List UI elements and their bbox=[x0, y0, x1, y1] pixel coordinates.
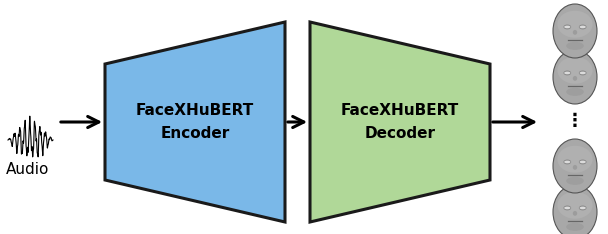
Ellipse shape bbox=[573, 165, 577, 170]
Ellipse shape bbox=[564, 207, 570, 209]
Ellipse shape bbox=[573, 211, 577, 216]
Text: Audio: Audio bbox=[6, 162, 49, 177]
Ellipse shape bbox=[579, 161, 586, 163]
Ellipse shape bbox=[564, 161, 570, 163]
Ellipse shape bbox=[564, 160, 571, 164]
Ellipse shape bbox=[579, 70, 587, 75]
Ellipse shape bbox=[564, 72, 570, 74]
Ellipse shape bbox=[553, 139, 597, 193]
Ellipse shape bbox=[579, 207, 586, 209]
Ellipse shape bbox=[566, 177, 584, 185]
Polygon shape bbox=[310, 22, 490, 222]
Ellipse shape bbox=[558, 11, 593, 38]
Ellipse shape bbox=[553, 50, 597, 104]
Text: ⋮: ⋮ bbox=[566, 112, 584, 130]
Ellipse shape bbox=[558, 192, 593, 219]
Ellipse shape bbox=[573, 30, 577, 35]
Ellipse shape bbox=[579, 26, 586, 28]
Ellipse shape bbox=[558, 146, 593, 173]
Ellipse shape bbox=[553, 185, 597, 234]
Ellipse shape bbox=[579, 72, 586, 74]
Ellipse shape bbox=[564, 26, 570, 28]
Ellipse shape bbox=[579, 205, 587, 210]
Ellipse shape bbox=[579, 160, 587, 164]
Ellipse shape bbox=[553, 4, 597, 58]
Polygon shape bbox=[105, 22, 285, 222]
Ellipse shape bbox=[558, 57, 593, 84]
Ellipse shape bbox=[566, 88, 584, 96]
Text: FaceXHuBERT
Decoder: FaceXHuBERT Decoder bbox=[341, 103, 459, 141]
Ellipse shape bbox=[579, 25, 587, 29]
Text: FaceXHuBERT
Encoder: FaceXHuBERT Encoder bbox=[136, 103, 254, 141]
Ellipse shape bbox=[564, 70, 571, 75]
Ellipse shape bbox=[566, 42, 584, 50]
Ellipse shape bbox=[573, 76, 577, 81]
Ellipse shape bbox=[564, 205, 571, 210]
Ellipse shape bbox=[566, 223, 584, 231]
Ellipse shape bbox=[564, 25, 571, 29]
